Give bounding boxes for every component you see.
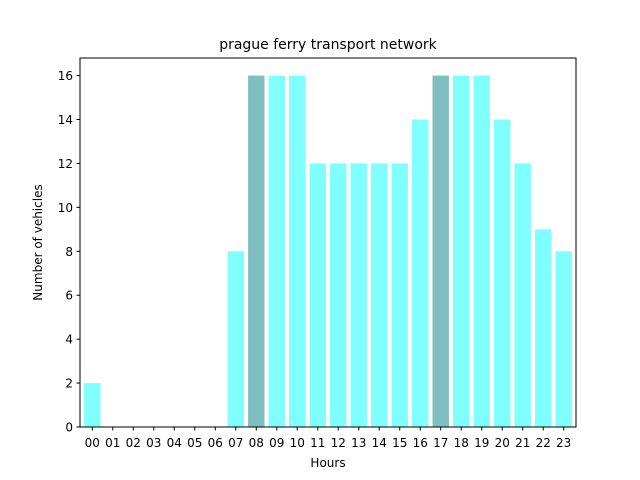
bar-21 (514, 163, 531, 427)
y-tick-label: 0 (65, 421, 73, 435)
y-axis-title: Number of vehicles (31, 184, 45, 300)
x-tick-label: 16 (413, 436, 428, 450)
bar-10 (289, 75, 306, 428)
bar-23 (555, 251, 572, 427)
y-tick-label: 14 (58, 113, 73, 127)
bars-group (84, 75, 572, 428)
y-tick-label: 8 (65, 245, 73, 259)
x-tick-label: 18 (454, 436, 469, 450)
x-tick-label: 02 (126, 436, 141, 450)
x-tick-label: 04 (167, 436, 182, 450)
x-tick-label: 06 (208, 436, 223, 450)
bar-12 (330, 163, 347, 427)
y-ticks-group: 0 2 4 6 8 10 12 14 16 (58, 69, 80, 435)
x-tick-label: 05 (187, 436, 202, 450)
bar-08 (248, 75, 265, 428)
x-tick-label: 23 (556, 436, 571, 450)
bar-07 (227, 251, 244, 427)
x-tick-label: 20 (495, 436, 510, 450)
x-tick-label: 08 (249, 436, 264, 450)
bar-14 (371, 163, 388, 427)
x-tick-label: 03 (146, 436, 161, 450)
bar-13 (350, 163, 367, 427)
y-tick-label: 10 (58, 201, 73, 215)
x-tick-label: 14 (372, 436, 387, 450)
x-tick-label: 22 (536, 436, 551, 450)
bar-19 (473, 75, 490, 428)
x-tick-label: 17 (433, 436, 448, 450)
x-tick-label: 00 (85, 436, 100, 450)
x-axis-title: Hours (310, 456, 345, 470)
x-tick-label: 19 (474, 436, 489, 450)
bar-20 (494, 119, 511, 427)
y-tick-label: 4 (65, 333, 73, 347)
y-tick-label: 6 (65, 289, 73, 303)
x-tick-label: 09 (269, 436, 284, 450)
x-tick-label: 01 (105, 436, 120, 450)
plot-frame (79, 57, 577, 428)
bar-16 (412, 119, 429, 427)
bar-15 (391, 163, 408, 427)
bar-00 (84, 383, 101, 427)
bar-18 (453, 75, 470, 428)
x-tick-label: 10 (290, 436, 305, 450)
x-tick-label: 07 (228, 436, 243, 450)
x-ticks-group: 00 01 02 03 04 05 06 07 08 09 10 11 12 13 14 15 16 17 18 19… (85, 427, 571, 450)
x-tick-label: 12 (331, 436, 346, 450)
y-tick-label: 12 (58, 157, 73, 171)
chart-title: prague ferry transport network (219, 37, 437, 53)
y-tick-label: 2 (65, 377, 73, 391)
x-tick-label: 13 (351, 436, 366, 450)
x-tick-label: 11 (310, 436, 325, 450)
x-tick-label: 21 (515, 436, 530, 450)
y-tick-label: 16 (58, 69, 73, 83)
bar-09 (268, 75, 285, 428)
bar-22 (535, 229, 552, 427)
bar-11 (309, 163, 326, 427)
x-tick-label: 15 (392, 436, 407, 450)
bar-17 (432, 75, 449, 428)
